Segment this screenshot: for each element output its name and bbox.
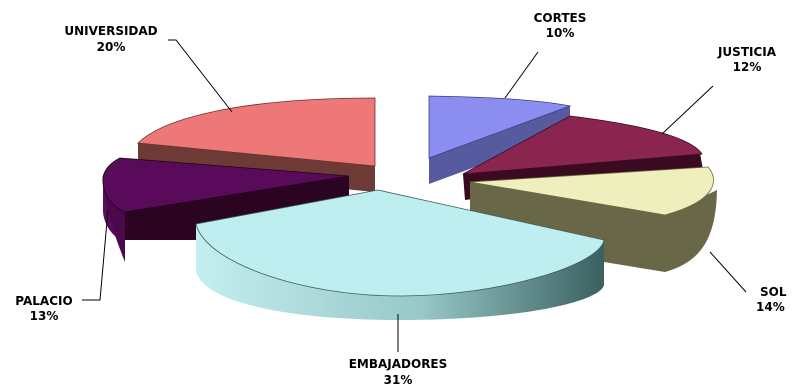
label-embajadores-pct: 31% [384, 373, 413, 387]
label-cortes-pct: 10% [546, 26, 575, 40]
labels: CORTES 10% JUSTICIA 12% SOL 14% EMBAJADO… [15, 11, 787, 387]
label-embajadores-name: EMBAJADORES [349, 357, 448, 371]
slice-cortes [428, 95, 572, 184]
label-palacio-pct: 13% [30, 309, 59, 323]
slice-embajadores [195, 189, 605, 320]
label-cortes-name: CORTES [534, 11, 587, 25]
label-justicia-pct: 12% [733, 60, 762, 74]
slice-universidad-top [137, 97, 376, 167]
slice-palacio-top [102, 157, 350, 213]
label-sol-pct: 14% [756, 300, 785, 314]
slice-embajadores-top [195, 189, 605, 297]
slice-cortes-top [428, 95, 572, 159]
label-justicia-name: JUSTICIA [717, 45, 777, 59]
leader-lines [82, 39, 747, 352]
slice-sol-top [469, 166, 714, 216]
label-sol-name: SOL [760, 285, 787, 299]
slice-justicia-top [462, 115, 703, 175]
leader-line-palacio [82, 209, 109, 301]
label-palacio-name: PALACIO [15, 294, 72, 308]
leader-line-cortes [504, 51, 539, 99]
leader-line-justicia [661, 85, 714, 135]
label-universidad-pct: 20% [97, 40, 126, 54]
label-universidad-name: UNIVERSIDAD [64, 24, 157, 38]
leader-line-universidad [168, 39, 233, 113]
leader-line-sol [709, 251, 747, 293]
